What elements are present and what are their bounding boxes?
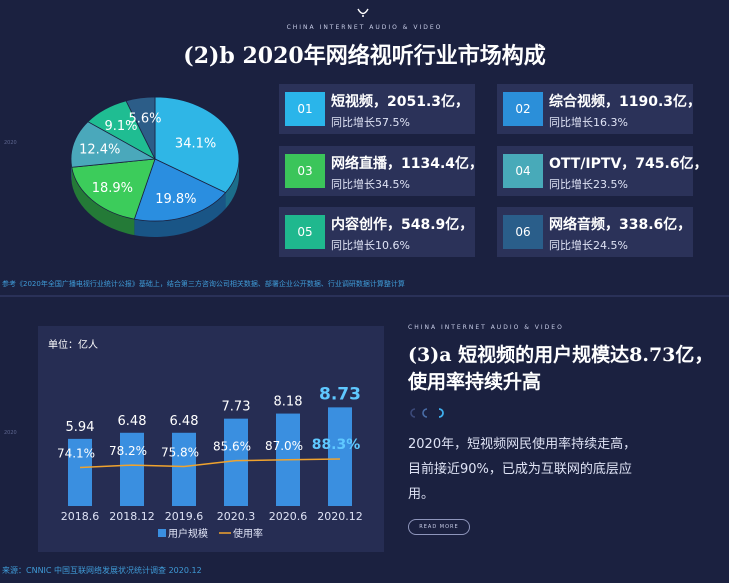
- segment-number-badge: 02: [503, 92, 543, 126]
- page-title: (2)b 2020年网络视听行业市场构成: [183, 43, 546, 69]
- pie-slice-label: 34.1%: [175, 137, 216, 152]
- bar-user-scale: [224, 418, 248, 506]
- line-value-label: 87.0%: [265, 439, 303, 453]
- segment-growth: 同比增长23.5%: [549, 178, 628, 191]
- chart-panel: [38, 326, 384, 552]
- x-tick-label: 2018.6: [61, 510, 100, 523]
- legend-label: 用户规模: [168, 527, 208, 540]
- pie-slice: [71, 158, 156, 220]
- pie-slice-side: [134, 192, 226, 237]
- segment-number-badge: 04: [503, 154, 543, 188]
- segment-card: 02 综合视频，1190.3亿， 同比增长16.3%: [497, 84, 701, 134]
- user-scale-chart: 5.94 2018.6 6.48 2018.12 6.48 2019.6 7.73 2020.…: [57, 384, 363, 540]
- section-title: (3)a 短视频的用户规模达8.73亿，使用率持续升高: [408, 344, 714, 393]
- x-tick-label: 2018.12: [109, 510, 155, 523]
- bar-user-scale: [328, 407, 352, 506]
- legend-bar-swatch: [158, 529, 166, 537]
- bar-value-label: 6.48: [170, 414, 199, 429]
- segment-name: 综合视频，1190.3亿，: [549, 94, 702, 110]
- bar-user-scale: [68, 438, 92, 506]
- x-tick-label: 2020.6: [269, 510, 308, 523]
- segment-card: 04 OTT/IPTV，745.6亿， 同比增长23.5%: [497, 146, 708, 196]
- segment-name: 网络音频，338.6亿，: [549, 217, 692, 233]
- segment-name: 网络直播，1134.4亿，: [331, 156, 484, 172]
- brand-text: CHINA INTERNET AUDIO & VIDEO: [286, 24, 443, 31]
- line-value-label: 75.8%: [161, 446, 199, 460]
- read-more-button[interactable]: READ MORE: [408, 519, 470, 535]
- section-divider: [0, 295, 729, 297]
- pie-slice-label: 18.9%: [92, 181, 133, 196]
- bar-user-scale: [120, 432, 144, 506]
- segment-number-badge: 03: [285, 154, 325, 188]
- segment-growth: 同比增长10.6%: [331, 239, 410, 252]
- segment-number-badge: 01: [285, 92, 325, 126]
- line-value-label: 85.6%: [213, 440, 251, 454]
- side-year-label: 2020: [4, 140, 17, 146]
- pie-slice-label: 19.8%: [155, 192, 196, 207]
- x-tick-label: 2020.12: [317, 510, 363, 523]
- usage-rate-line: [79, 458, 341, 469]
- bar-value-label: 5.94: [66, 420, 95, 435]
- bottom-source-note: 来源：CNNIC 中国互联网络发展状况统计调查 2020.12: [2, 566, 202, 575]
- line-value-label: 88.3%: [312, 437, 361, 453]
- segment-name: 内容创作，548.9亿，: [331, 217, 474, 233]
- segment-number-badge: 06: [503, 215, 543, 249]
- segment-number-badge: 05: [285, 215, 325, 249]
- market-pie-chart: 34.1% 19.8% 18.9% 12.4% 9.1%5.6%: [70, 96, 240, 237]
- unit-label: 单位：亿人: [48, 340, 98, 351]
- side-year-label-2: 2020: [4, 430, 17, 436]
- pie-slice-side: [71, 167, 135, 236]
- x-tick-label: 2020.3: [217, 510, 256, 523]
- x-tick-label: 2019.6: [165, 510, 204, 523]
- segment-card: 03 网络直播，1134.4亿， 同比增长34.5%: [279, 146, 483, 196]
- top-source-note: 参考《2020年全国广播电视行业统计公报》基础上，结合第三方咨询公司相关数据、部…: [2, 280, 405, 288]
- segment-growth: 同比增长24.5%: [549, 239, 628, 252]
- loading-dots-icon: [410, 408, 444, 418]
- section-description: 2020年，短视频网民使用率持续走高，目前接近90%，已成为互联网的底层应用。: [408, 437, 637, 502]
- bar-value-label: 8.18: [274, 395, 303, 410]
- pie-slice-label: 9.1%: [104, 119, 137, 134]
- segment-card: 06 网络音频，338.6亿， 同比增长24.5%: [497, 207, 693, 257]
- legend-label: 使用率: [233, 527, 263, 540]
- pie-slice-label: 12.4%: [79, 142, 120, 157]
- brand-text-mid: CHINA INTERNET AUDIO & VIDEO: [408, 324, 564, 331]
- bar-user-scale: [172, 432, 196, 506]
- bar-value-label: 8.73: [319, 384, 361, 404]
- brand-logo-icon: [357, 8, 369, 17]
- segment-growth: 同比增长34.5%: [331, 178, 410, 191]
- bar-value-label: 7.73: [222, 400, 251, 415]
- line-value-label: 78.2%: [109, 444, 147, 458]
- segment-card: 05 内容创作，548.9亿， 同比增长10.6%: [279, 207, 475, 257]
- pie-slice: [125, 96, 156, 160]
- segment-card: 01 短视频，2051.3亿， 同比增长57.5%: [279, 84, 475, 134]
- pie-slice: [133, 158, 227, 222]
- pie-slice: [70, 121, 157, 168]
- segment-name: OTT/IPTV，745.6亿，: [549, 156, 708, 172]
- segment-name: 短视频，2051.3亿，: [331, 94, 470, 110]
- segment-growth: 同比增长57.5%: [331, 116, 410, 129]
- pie-slice-label: 5.6%: [128, 111, 161, 126]
- segment-growth: 同比增长16.3%: [549, 116, 628, 129]
- line-value-label: 74.1%: [57, 447, 95, 461]
- bar-value-label: 6.48: [118, 414, 147, 429]
